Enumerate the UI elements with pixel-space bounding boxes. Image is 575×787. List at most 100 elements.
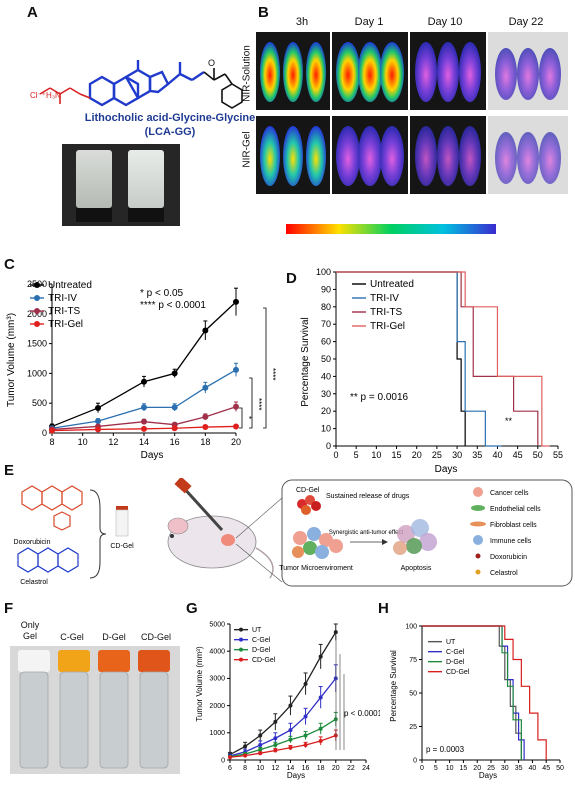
cdgel-vial-cap xyxy=(116,506,128,510)
apoptosis-label: Apoptosis xyxy=(401,565,432,572)
y-tick-label: 5000 xyxy=(209,621,225,628)
data-point xyxy=(243,744,248,749)
mice-row-gel xyxy=(260,126,561,186)
data-point xyxy=(202,327,209,334)
legend-label: TRI-Gel xyxy=(370,321,405,332)
vial-d-gel xyxy=(98,650,130,769)
chart-d-pvalue: ** p = 0.0016 xyxy=(350,392,409,403)
x-tick-label: 0 xyxy=(333,450,338,460)
series-line-3 xyxy=(229,734,336,758)
data-point xyxy=(333,630,338,635)
doxorubicin-label: Doxorubicin xyxy=(14,539,51,546)
data-point xyxy=(171,404,178,411)
x-tick-label: 16 xyxy=(170,437,180,447)
y-tick-label: 4000 xyxy=(209,649,225,656)
bracket-triiv xyxy=(249,377,253,429)
data-point xyxy=(141,425,147,432)
chart-c-bracket-3: * xyxy=(244,416,253,419)
data-point xyxy=(202,413,209,420)
x-tick-label: 20 xyxy=(473,765,481,772)
y-tick-label: 3000 xyxy=(209,676,225,683)
x-tick-label: 10 xyxy=(371,450,381,460)
survival-curve-3 xyxy=(336,271,550,447)
legend-marker xyxy=(34,321,40,327)
x-tick-label: 10 xyxy=(78,437,88,447)
cdgel-vial-label: CD-Gel xyxy=(110,543,134,550)
y-tick-label: 40 xyxy=(321,371,331,381)
data-point xyxy=(228,755,232,760)
survival-curve-1 xyxy=(422,625,525,760)
x-tick-label: 6 xyxy=(228,765,232,772)
legend-immune-cells: Immune cells xyxy=(490,538,532,545)
x-tick-label: 20 xyxy=(332,765,340,772)
legend-label: TRI-TS xyxy=(48,306,81,317)
legend-marker xyxy=(239,657,243,662)
x-tick-label: 15 xyxy=(460,765,468,772)
vial-cd-gel xyxy=(138,650,170,769)
x-tick-label: 16 xyxy=(302,765,310,772)
compound-abbr: (LCA-GG) xyxy=(144,126,196,138)
x-tick-label: 10 xyxy=(256,765,264,772)
nir-imaging-grid xyxy=(256,32,568,234)
vial-right xyxy=(128,150,164,208)
x-tick-label: 14 xyxy=(287,765,295,772)
chart-g: Tumor Volume (mm³) Days 6 8 10 12 14 16 18 20 22… xyxy=(195,621,380,780)
compound-name: Lithocholic acid-Glycine-Glycine xyxy=(84,112,256,124)
data-point xyxy=(303,743,308,748)
chart-h-ylabel: Percentage Survival xyxy=(389,650,398,722)
legend-cancer-cells: Cancer cells xyxy=(490,490,529,497)
cdgel-vial xyxy=(115,509,129,537)
chart-c-xlabel: Days xyxy=(141,450,164,461)
legend-label: UT xyxy=(446,639,456,646)
x-tick-label: 14 xyxy=(139,437,149,447)
series-line-0 xyxy=(229,631,337,756)
series-line-2 xyxy=(229,718,337,758)
celastrol-structure xyxy=(17,547,79,573)
y-tick-label: 0 xyxy=(42,428,47,438)
release-text: Sustained release of drugs xyxy=(326,493,410,500)
legend-label: TRI-TS xyxy=(370,307,403,318)
timepoint-day10: Day 10 xyxy=(427,16,463,28)
series-line-3 xyxy=(51,425,237,432)
y-tick-label: 30 xyxy=(321,389,331,399)
data-point xyxy=(95,418,101,425)
legend-label: C-Gel xyxy=(446,649,465,656)
x-tick-label: 50 xyxy=(556,765,564,772)
chart-c: Tumor Volume (mm³) Days 8 10 12 14 16 18 20 0 50… xyxy=(6,279,277,461)
svg-text:O: O xyxy=(208,58,215,68)
synergy-text: Synergistic anti-tumor effect xyxy=(329,530,404,536)
data-point xyxy=(303,733,308,738)
x-tick-label: 45 xyxy=(513,450,523,460)
chart-c-ylabel: Tumor Volume (mm³) xyxy=(6,313,17,407)
legend-marker xyxy=(34,282,40,288)
x-tick-label: 8 xyxy=(49,437,54,447)
apoptosis-cluster xyxy=(393,519,437,555)
panel-label-h: H xyxy=(378,600,389,617)
data-point xyxy=(141,404,147,411)
y-tick-label: 10 xyxy=(321,424,331,434)
x-tick-label: 30 xyxy=(452,450,462,460)
x-tick-label: 20 xyxy=(412,450,422,460)
data-point xyxy=(258,743,263,748)
y-tick-label: 50 xyxy=(321,354,331,364)
y-tick-label: 2000 xyxy=(209,703,225,710)
bracket-tri-ts xyxy=(239,407,243,429)
data-point xyxy=(318,654,323,659)
x-tick-label: 0 xyxy=(420,765,424,772)
series-line-0 xyxy=(51,301,237,428)
x-tick-label: 15 xyxy=(392,450,402,460)
celastrol-label: Celastrol xyxy=(20,579,48,586)
gel-vials-photo-f xyxy=(10,646,180,774)
legend-label: TRI-Gel xyxy=(48,319,83,330)
bracket-untreated xyxy=(263,307,267,429)
timepoint-day22: Day 22 xyxy=(508,16,544,28)
x-tick-label: 24 xyxy=(362,765,370,772)
tumor-cluster xyxy=(292,527,343,559)
data-point xyxy=(273,736,278,741)
x-tick-label: 5 xyxy=(354,450,359,460)
panel-label-f: F xyxy=(4,600,14,617)
series-line-1 xyxy=(51,369,237,429)
legend-label: D-Gel xyxy=(446,659,465,666)
survival-curve-3 xyxy=(422,625,547,760)
legend-marker xyxy=(34,308,40,314)
